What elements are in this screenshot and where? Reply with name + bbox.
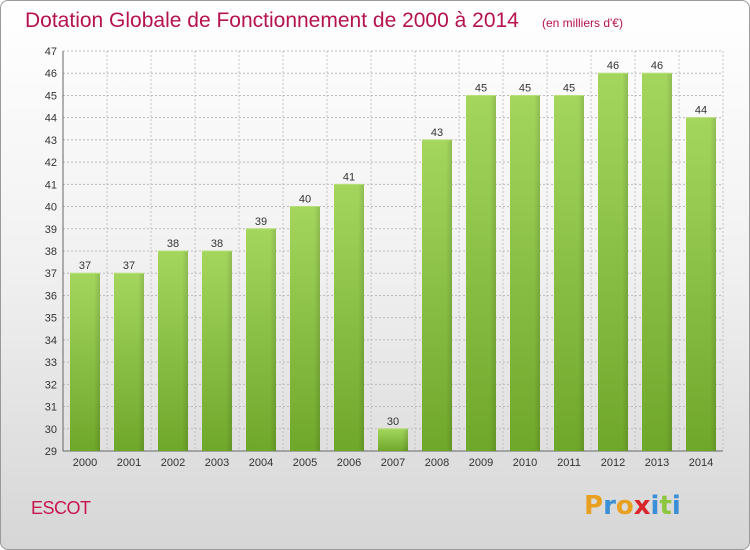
logo-letter: x — [633, 491, 651, 521]
bar-shade — [578, 95, 584, 451]
x-tick-label: 2013 — [645, 457, 669, 469]
labels: 29 30 31 32 33 34 35 36 37 38 39 40 41 42 43 44 45 46 47 37… — [45, 46, 713, 469]
logo-letter: r — [603, 491, 616, 521]
x-tick-label: 2011 — [557, 457, 581, 469]
logo-letter: i — [650, 491, 660, 521]
bar-shade — [622, 73, 628, 451]
x-tick-label: 2002 — [161, 457, 185, 469]
y-tick-label: 47 — [45, 46, 57, 58]
y-tick-label: 40 — [45, 202, 57, 214]
bar-shade — [314, 206, 320, 451]
y-tick-label: 30 — [45, 424, 57, 436]
logo-letter: t — [659, 491, 672, 521]
value-label: 45 — [519, 82, 531, 94]
logo-letter: P — [584, 491, 604, 521]
logo-letter: o — [615, 491, 634, 521]
value-label: 46 — [651, 60, 663, 72]
bar-shade — [666, 73, 672, 451]
value-label: 40 — [299, 194, 311, 206]
y-tick-label: 35 — [45, 313, 57, 325]
y-tick-label: 42 — [45, 157, 57, 169]
bars — [70, 72, 716, 452]
bar-shade — [358, 184, 364, 452]
y-tick-label: 41 — [45, 179, 57, 191]
y-tick-label: 38 — [45, 246, 57, 258]
value-label: 38 — [167, 238, 179, 250]
bar-shade — [446, 139, 452, 451]
value-label: 30 — [387, 416, 399, 428]
y-tick-label: 31 — [45, 402, 57, 414]
y-tick-label: 46 — [45, 68, 57, 80]
x-tick-label: 2012 — [601, 457, 625, 469]
bar-2007 — [378, 428, 408, 451]
y-tick-label: 43 — [45, 135, 57, 147]
y-tick-label: 44 — [45, 113, 57, 125]
x-tick-label: 2001 — [117, 457, 141, 469]
bar-shade — [402, 428, 408, 451]
value-label: 37 — [79, 260, 91, 272]
value-label: 41 — [343, 171, 355, 183]
value-label: 45 — [563, 82, 575, 94]
value-label: 39 — [255, 216, 267, 228]
value-label: 38 — [211, 238, 223, 250]
bar-shade — [182, 251, 188, 451]
y-tick-label: 45 — [45, 90, 57, 102]
y-tick-label: 29 — [45, 446, 57, 458]
y-tick-label: 34 — [45, 335, 57, 347]
y-tick-label: 39 — [45, 224, 57, 236]
x-tick-label: 2005 — [293, 457, 317, 469]
proxiti-logo: Proxiti — [584, 491, 681, 521]
y-tick-label: 37 — [45, 268, 57, 280]
x-tick-label: 2000 — [73, 457, 97, 469]
x-tick-label: 2003 — [205, 457, 229, 469]
x-tick-label: 2014 — [689, 457, 713, 469]
x-tick-label: 2009 — [469, 457, 493, 469]
chart-title: Dotation Globale de Fonctionnement de 20… — [25, 9, 519, 32]
bar-shade — [534, 95, 540, 451]
chart-subtitle: (en milliers d'€) — [542, 16, 623, 30]
y-tick-label: 36 — [45, 290, 57, 302]
value-label: 46 — [607, 60, 619, 72]
bar-shade — [138, 273, 144, 451]
x-tick-label: 2007 — [381, 457, 405, 469]
logo-letter: i — [671, 491, 681, 521]
y-tick-label: 32 — [45, 379, 57, 391]
bar-shade — [490, 95, 496, 451]
bar-shade — [226, 251, 232, 451]
bar-shade — [270, 228, 276, 451]
value-label: 45 — [475, 82, 487, 94]
bar-shade — [94, 273, 100, 451]
bar-shade — [710, 117, 716, 452]
x-tick-label: 2006 — [337, 457, 361, 469]
place-name: ESCOT — [31, 498, 91, 518]
x-tick-label: 2010 — [513, 457, 537, 469]
x-tick-label: 2008 — [425, 457, 449, 469]
y-tick-label: 33 — [45, 357, 57, 369]
x-tick-label: 2004 — [249, 457, 273, 469]
value-label: 43 — [431, 127, 443, 139]
value-label: 44 — [695, 105, 707, 117]
value-label: 37 — [123, 260, 135, 272]
